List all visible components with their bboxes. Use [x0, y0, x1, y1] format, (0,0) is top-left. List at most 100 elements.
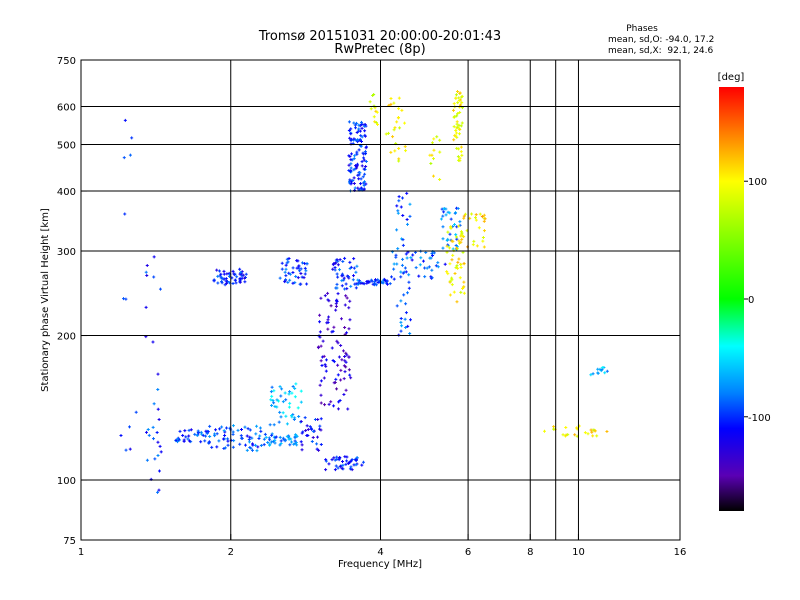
- data-point: [243, 280, 247, 284]
- data-point: [128, 425, 132, 429]
- data-point: [258, 434, 262, 438]
- data-point: [144, 430, 148, 434]
- data-point: [573, 433, 577, 437]
- data-point: [311, 436, 315, 440]
- colorbar-label: [deg]: [718, 72, 745, 83]
- data-point: [291, 270, 295, 274]
- data-point: [156, 454, 160, 458]
- data-point: [454, 128, 458, 132]
- data-point: [278, 443, 282, 447]
- data-point: [333, 458, 337, 462]
- data-point: [238, 442, 242, 446]
- y-tick-label: 100: [57, 476, 76, 487]
- data-point: [349, 162, 353, 166]
- data-point: [318, 424, 322, 428]
- data-point: [348, 299, 352, 303]
- data-point: [319, 393, 323, 397]
- data-point: [176, 437, 180, 441]
- data-point: [362, 124, 366, 128]
- data-point: [443, 262, 447, 266]
- data-point: [446, 230, 450, 234]
- data-point: [457, 257, 461, 261]
- data-point: [294, 275, 298, 279]
- data-point: [324, 364, 328, 368]
- data-point: [279, 394, 283, 398]
- data-point: [213, 432, 217, 436]
- data-point: [335, 339, 339, 343]
- data-point: [459, 290, 463, 294]
- data-point: [243, 276, 247, 280]
- data-point: [399, 275, 403, 279]
- data-point: [434, 264, 438, 268]
- data-point: [342, 377, 346, 381]
- data-point: [299, 419, 303, 423]
- data-point: [459, 240, 463, 244]
- data-point: [418, 263, 422, 267]
- data-point: [392, 128, 396, 132]
- data-point: [452, 115, 456, 119]
- data-point: [246, 427, 250, 431]
- data-point: [293, 416, 297, 420]
- phases-heading: Phases: [626, 24, 658, 34]
- data-point: [448, 279, 452, 283]
- data-point: [449, 225, 453, 229]
- data-point: [371, 93, 375, 97]
- y-tick-label: 75: [63, 536, 76, 547]
- data-point: [397, 159, 401, 163]
- data-point: [605, 430, 609, 434]
- data-point: [285, 422, 289, 426]
- data-point: [423, 266, 427, 270]
- data-point: [238, 267, 242, 271]
- data-point: [299, 440, 303, 444]
- data-point: [353, 186, 357, 190]
- data-point: [248, 435, 252, 439]
- data-point: [441, 237, 445, 241]
- data-point: [268, 423, 272, 427]
- data-point: [405, 256, 409, 260]
- data-point: [384, 132, 388, 136]
- data-point: [360, 126, 364, 130]
- data-point: [343, 370, 347, 374]
- data-point: [245, 434, 249, 438]
- data-point: [284, 278, 288, 282]
- data-point: [330, 458, 334, 462]
- data-point: [145, 263, 149, 267]
- data-point: [400, 324, 404, 328]
- data-point: [122, 297, 126, 301]
- data-point: [294, 382, 298, 386]
- data-point: [385, 282, 389, 286]
- data-point: [429, 162, 433, 166]
- data-point: [229, 438, 233, 442]
- data-point: [474, 216, 478, 220]
- data-point: [266, 440, 270, 444]
- data-point: [335, 387, 339, 391]
- data-point: [243, 425, 247, 429]
- data-point: [399, 320, 403, 324]
- data-point: [373, 120, 377, 124]
- phases-line-x: mean, sd,X: 92.1, 24.6: [608, 46, 714, 56]
- grid-lines: [81, 60, 680, 540]
- data-point: [453, 211, 457, 215]
- data-point: [478, 212, 482, 216]
- data-point: [391, 135, 395, 139]
- data-point: [277, 399, 281, 403]
- data-point: [347, 120, 351, 124]
- data-point: [222, 447, 226, 451]
- data-point: [324, 369, 328, 373]
- x-tick-label: 16: [674, 547, 687, 558]
- y-tick-label: 750: [57, 56, 76, 67]
- data-point: [334, 302, 338, 306]
- data-point: [460, 153, 464, 157]
- data-point: [332, 360, 336, 364]
- data-point: [346, 275, 350, 279]
- data-point: [187, 439, 191, 443]
- data-point: [360, 463, 364, 467]
- data-point: [454, 131, 458, 135]
- data-point: [271, 399, 275, 403]
- data-point: [354, 463, 358, 467]
- data-point: [344, 388, 348, 392]
- data-point: [234, 281, 238, 285]
- x-axis-label: Frequency [MHz]: [338, 559, 422, 570]
- data-point: [281, 400, 285, 404]
- data-point: [300, 443, 304, 447]
